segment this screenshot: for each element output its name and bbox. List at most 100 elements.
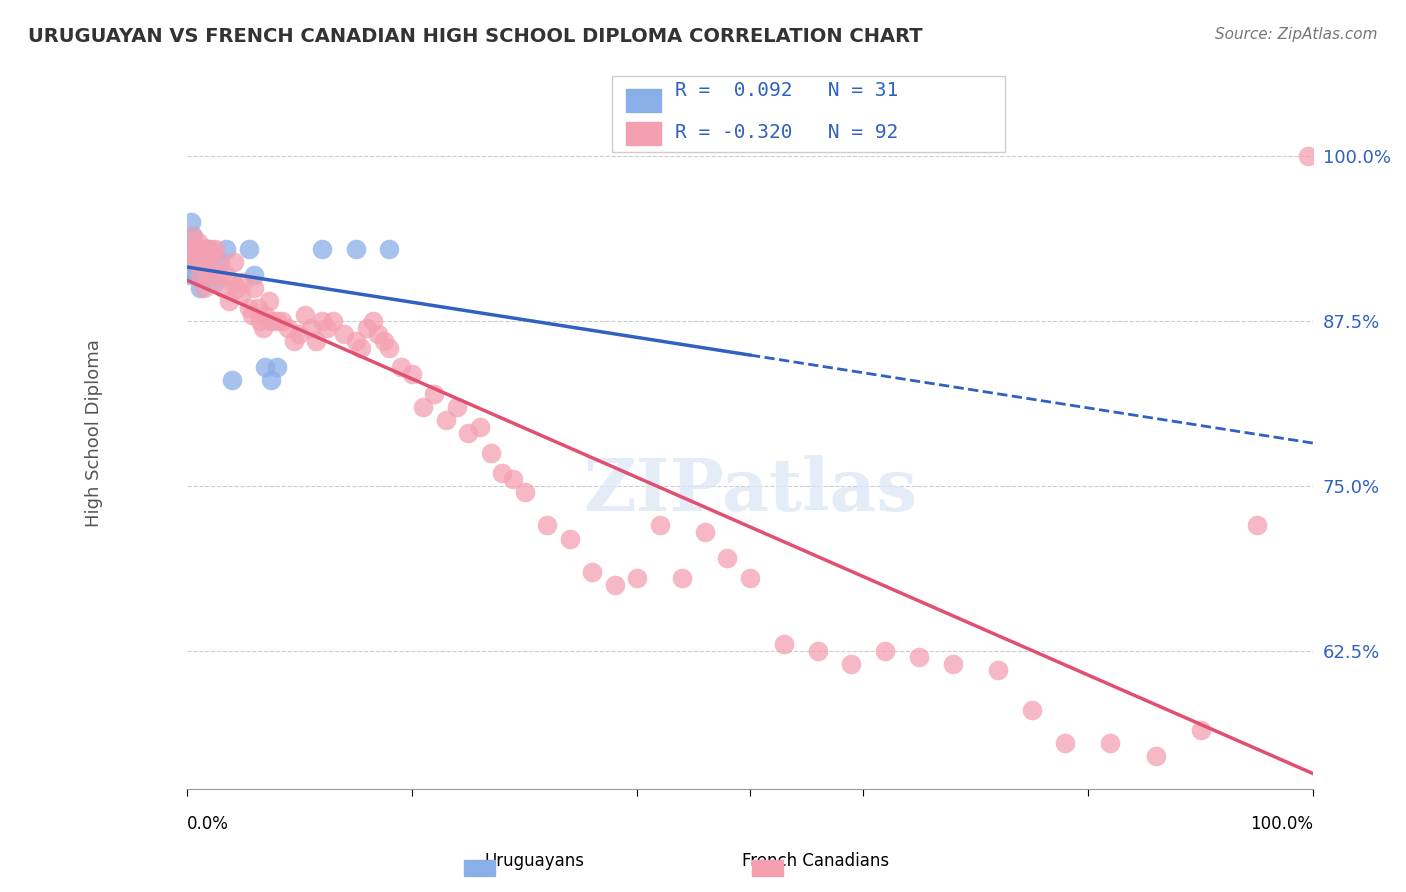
Point <box>198 248 221 262</box>
Point <box>671 571 693 585</box>
Point <box>378 341 401 355</box>
Point <box>693 524 716 539</box>
Point <box>361 314 384 328</box>
Text: R = -0.320   N = 92: R = -0.320 N = 92 <box>675 122 898 142</box>
Point <box>243 281 266 295</box>
Point <box>536 518 558 533</box>
Point <box>942 657 965 671</box>
Point <box>603 578 626 592</box>
Point <box>254 308 277 322</box>
Point <box>215 268 238 282</box>
Point <box>190 268 212 282</box>
Point <box>226 281 249 295</box>
Point <box>193 281 215 295</box>
Point <box>373 334 395 348</box>
Point <box>468 419 491 434</box>
Point <box>1246 518 1268 533</box>
Text: 0.0%: 0.0% <box>187 815 229 833</box>
Point <box>194 255 217 269</box>
Point <box>183 242 205 256</box>
Point <box>190 242 212 256</box>
Point <box>195 242 218 256</box>
Point <box>648 518 671 533</box>
Point <box>311 242 333 256</box>
Point <box>423 386 446 401</box>
Text: French Canadians: French Canadians <box>742 852 889 870</box>
Point <box>229 288 252 302</box>
Point <box>188 255 211 269</box>
Point <box>1021 703 1043 717</box>
Point <box>266 314 288 328</box>
Point <box>207 268 229 282</box>
Point <box>191 255 214 269</box>
Point <box>179 268 201 282</box>
Point <box>367 327 389 342</box>
Point <box>195 248 218 262</box>
Point <box>738 571 761 585</box>
Point <box>457 426 479 441</box>
Point <box>183 228 205 243</box>
Point <box>194 242 217 256</box>
Point <box>200 242 222 256</box>
Point <box>350 341 373 355</box>
Point <box>491 466 513 480</box>
Point <box>249 314 271 328</box>
Point <box>194 242 217 256</box>
Point <box>187 261 209 276</box>
Point <box>193 261 215 276</box>
Point <box>257 294 280 309</box>
Point <box>204 275 226 289</box>
Point <box>1099 736 1122 750</box>
Point <box>558 532 581 546</box>
Point <box>184 268 207 282</box>
Point <box>221 275 243 289</box>
Point <box>243 268 266 282</box>
Point <box>1189 723 1212 737</box>
Point <box>222 255 245 269</box>
Text: Uruguayans: Uruguayans <box>484 852 585 870</box>
Text: R =  0.092   N = 31: R = 0.092 N = 31 <box>675 81 898 101</box>
Point <box>378 242 401 256</box>
Point <box>260 314 283 328</box>
Point <box>209 255 232 269</box>
Point <box>198 268 221 282</box>
Point <box>181 255 204 269</box>
Point <box>197 242 219 256</box>
Point <box>271 314 294 328</box>
Point <box>333 327 356 342</box>
Point <box>238 301 260 315</box>
Point <box>238 242 260 256</box>
Point <box>183 242 205 256</box>
Point <box>277 320 299 334</box>
Point <box>186 248 208 262</box>
Point <box>194 255 217 269</box>
Point <box>987 664 1010 678</box>
Point <box>260 374 283 388</box>
Point <box>184 242 207 256</box>
Point <box>344 242 367 256</box>
Point <box>841 657 863 671</box>
Point <box>266 360 288 375</box>
Point <box>218 294 240 309</box>
Point <box>183 255 205 269</box>
Y-axis label: High School Diploma: High School Diploma <box>86 339 103 527</box>
Point <box>246 301 269 315</box>
Point <box>305 334 328 348</box>
Point <box>806 643 828 657</box>
Point <box>180 215 202 229</box>
Point <box>215 242 238 256</box>
Point <box>434 413 457 427</box>
Point <box>716 551 738 566</box>
Text: URUGUAYAN VS FRENCH CANADIAN HIGH SCHOOL DIPLOMA CORRELATION CHART: URUGUAYAN VS FRENCH CANADIAN HIGH SCHOOL… <box>28 27 922 45</box>
Point <box>626 571 648 585</box>
Text: ZIPatlas: ZIPatlas <box>583 455 917 525</box>
Point <box>188 242 211 256</box>
Point <box>240 308 263 322</box>
Point <box>344 334 367 348</box>
Point <box>502 472 524 486</box>
Point <box>288 327 311 342</box>
Point <box>389 360 412 375</box>
Point <box>311 314 333 328</box>
Point <box>252 320 274 334</box>
Point <box>1144 749 1167 764</box>
